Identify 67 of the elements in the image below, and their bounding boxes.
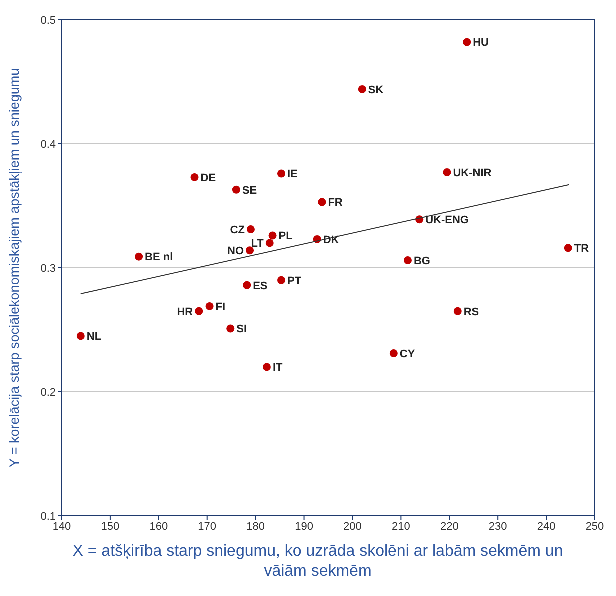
x-tick-label: 150 — [101, 520, 120, 533]
point — [262, 363, 271, 372]
annotation: FR — [328, 197, 343, 210]
point — [135, 252, 144, 261]
annotation: NL — [86, 331, 102, 344]
point — [243, 281, 252, 290]
point — [564, 244, 572, 252]
x-tick-label: 200 — [344, 520, 362, 533]
x-tick-label: 220 — [440, 520, 459, 533]
annotation: PL — [278, 230, 294, 243]
x-tick-label: 140 — [52, 520, 72, 533]
y-tick-label: 0.5 — [40, 14, 56, 27]
annotation: DE — [200, 172, 216, 184]
point — [454, 307, 462, 316]
annotation: ES — [253, 280, 268, 292]
annotation: SK — [368, 84, 384, 96]
point — [390, 350, 398, 358]
x-tick-label: 230 — [488, 520, 508, 533]
y-tick-label: 0.2 — [40, 386, 56, 399]
x-tick-label: 240 — [537, 520, 556, 533]
x-tick-label: 170 — [198, 520, 217, 533]
point — [404, 256, 412, 265]
x-axis-title: X = atšķirība starp sniegumu, ko uzrāda skolēni ar labām sekmēm un vāiām sekmēm — [72, 542, 564, 582]
annotation: SI — [236, 324, 248, 336]
annotation: BE nl — [145, 252, 174, 264]
point — [226, 324, 235, 333]
annotation: CZ — [230, 224, 246, 236]
annotation: UK-NIR — [453, 167, 492, 180]
x-tick-label: 210 — [392, 520, 410, 533]
annotation: NO — [228, 246, 244, 258]
annotation: RS — [464, 306, 480, 318]
x-tick-label: 250 — [586, 520, 604, 533]
point — [278, 276, 286, 284]
point — [358, 85, 366, 94]
point — [246, 226, 255, 234]
y-tick-label: 0.3 — [40, 262, 56, 275]
point — [246, 246, 254, 255]
y-tick-label: 0.4 — [40, 138, 56, 151]
y-axis-title: Y = korelācija starp sociālekonomiskajiem apstākļiem un sniegumu — [6, 68, 22, 468]
point — [443, 168, 452, 177]
annotation: HR — [177, 306, 194, 318]
annotation: DK — [323, 234, 340, 246]
x-tick-label: 190 — [295, 520, 314, 533]
annotation: UK-ENG — [426, 214, 469, 227]
point — [278, 170, 286, 178]
annotation: IT — [272, 362, 284, 374]
point — [195, 307, 204, 316]
annotation: FI — [216, 301, 226, 314]
point — [268, 232, 277, 240]
annotation: SE — [242, 184, 258, 197]
point — [463, 38, 472, 46]
point — [318, 198, 326, 206]
annotation: CY — [400, 348, 416, 360]
annotation: IE — [288, 168, 298, 181]
point — [232, 186, 240, 194]
annotation: BG — [414, 255, 430, 268]
point — [266, 239, 274, 248]
y-tick-label: 0.1 — [40, 510, 56, 523]
x-tick-label: 180 — [246, 520, 265, 533]
x-tick-label: 160 — [150, 520, 168, 533]
annotation: HU — [473, 37, 490, 50]
point — [206, 302, 214, 310]
point — [76, 332, 85, 340]
annotation: PT — [288, 275, 302, 288]
point — [190, 173, 199, 182]
annotation: LT — [251, 238, 264, 250]
annotation: TR — [574, 243, 590, 256]
